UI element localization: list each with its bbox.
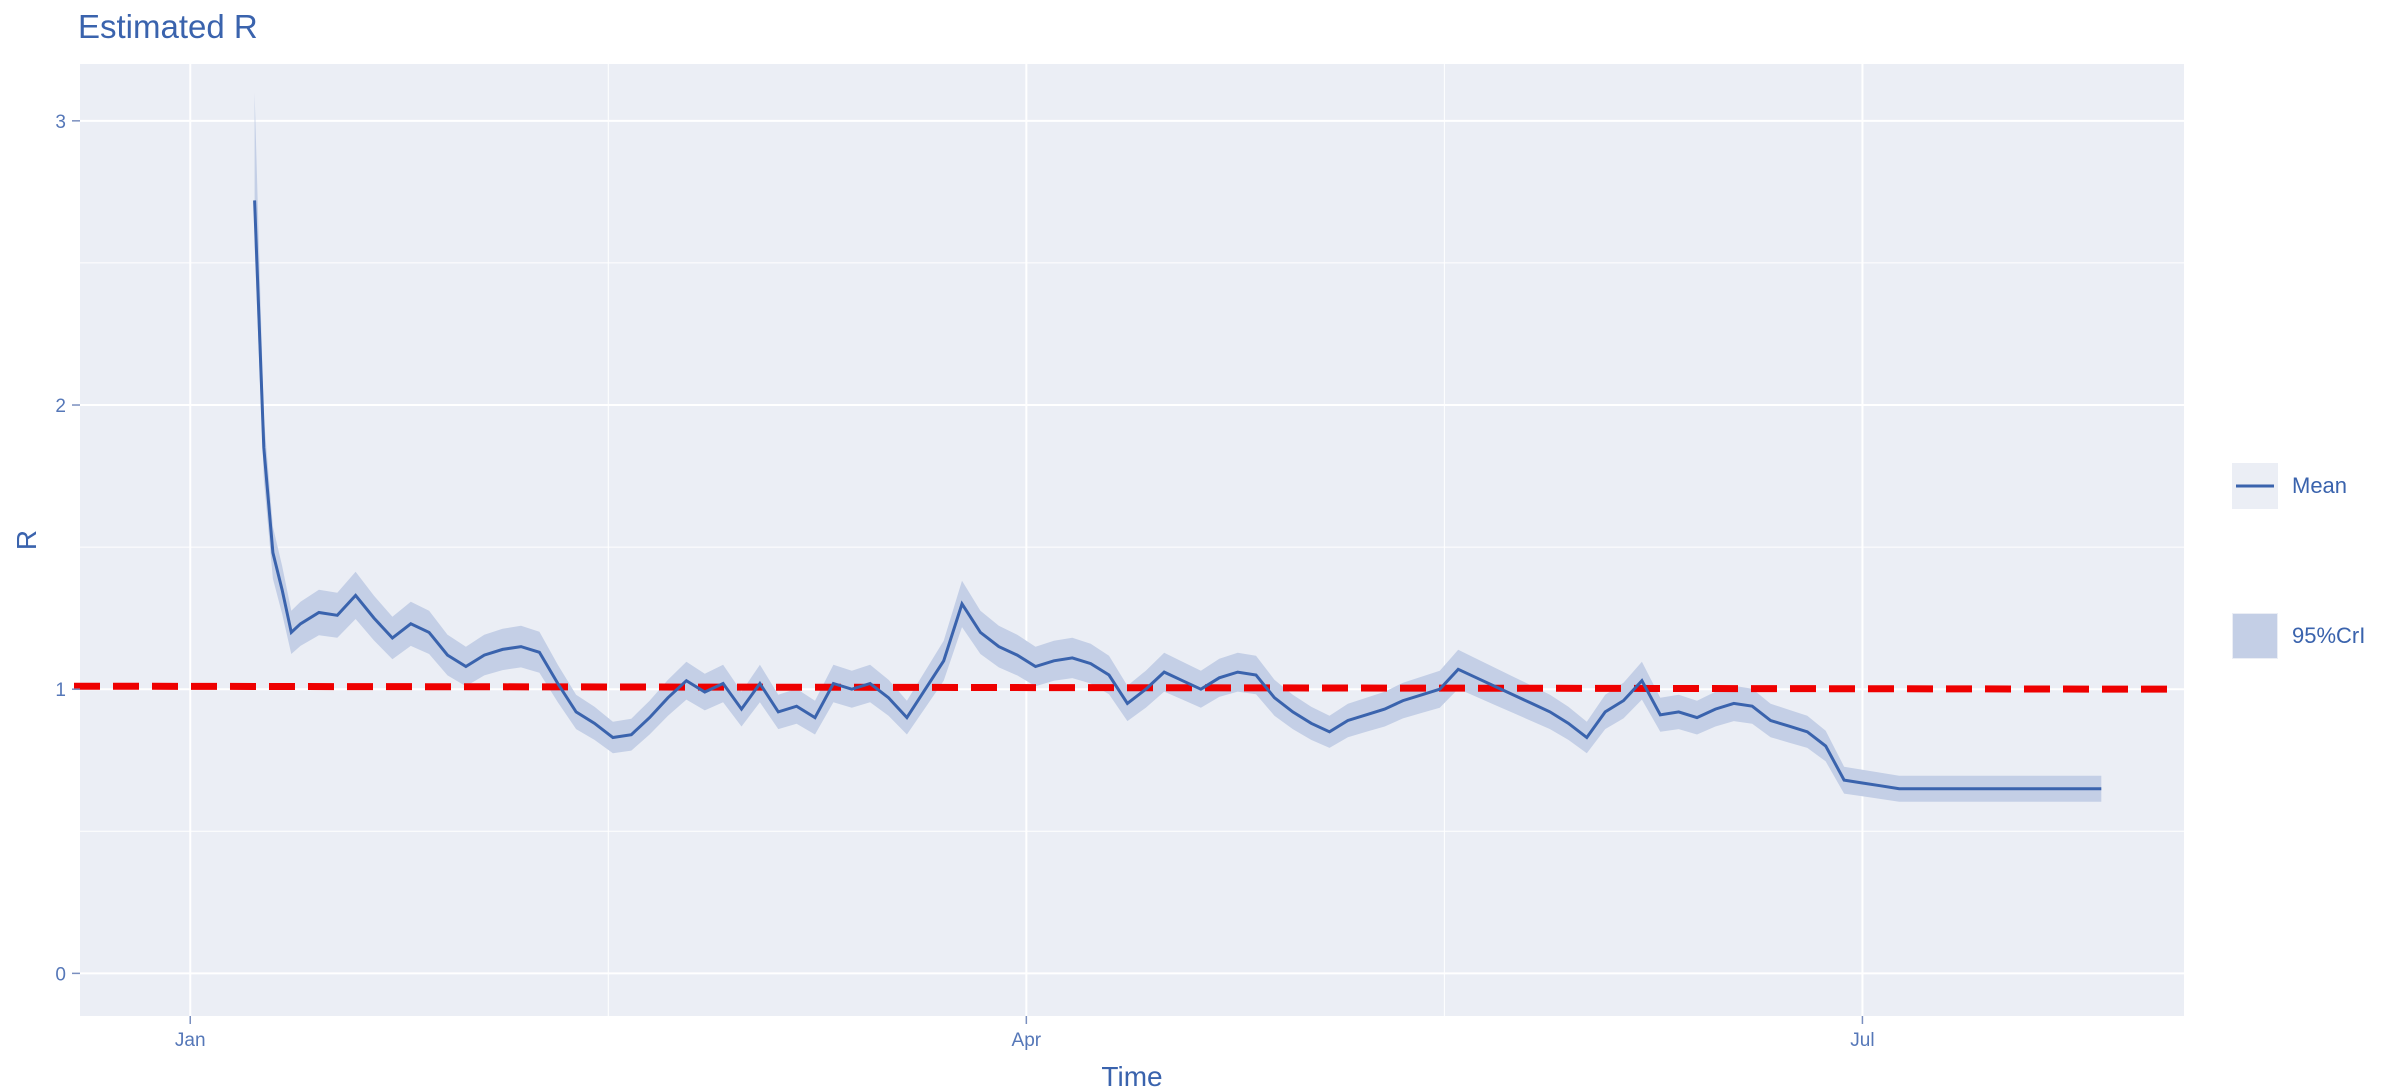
x-tick-label: Apr bbox=[1012, 1030, 1042, 1051]
reference-line-r1 bbox=[73, 682, 2181, 693]
y-tick-label: 1 bbox=[55, 680, 66, 701]
x-axis-ticks: Jan Apr Jul bbox=[175, 1016, 1875, 1051]
minor-gridlines bbox=[80, 64, 2184, 1016]
x-axis-title: Time bbox=[1101, 1061, 1162, 1088]
y-tick-label: 3 bbox=[55, 112, 66, 133]
legend-band-swatch bbox=[2233, 614, 2277, 658]
y-tick-label: 0 bbox=[55, 964, 66, 985]
plot-panel bbox=[80, 64, 2184, 1016]
credible-interval-band bbox=[254, 92, 2102, 802]
y-axis-ticks: 0 1 2 3 bbox=[55, 112, 80, 985]
x-tick-label: Jan bbox=[175, 1030, 206, 1051]
y-axis-title: R bbox=[11, 530, 42, 550]
mean-line bbox=[253, 200, 2102, 791]
x-tick-label: Jul bbox=[1850, 1030, 1874, 1051]
legend-mean-label: Mean bbox=[2292, 473, 2347, 498]
legend-band-label: 95%CrI bbox=[2292, 623, 2365, 648]
chart-title: Estimated R bbox=[78, 8, 258, 45]
legend: Mean 95%CrI bbox=[2232, 463, 2365, 659]
y-tick-label: 2 bbox=[55, 396, 66, 417]
